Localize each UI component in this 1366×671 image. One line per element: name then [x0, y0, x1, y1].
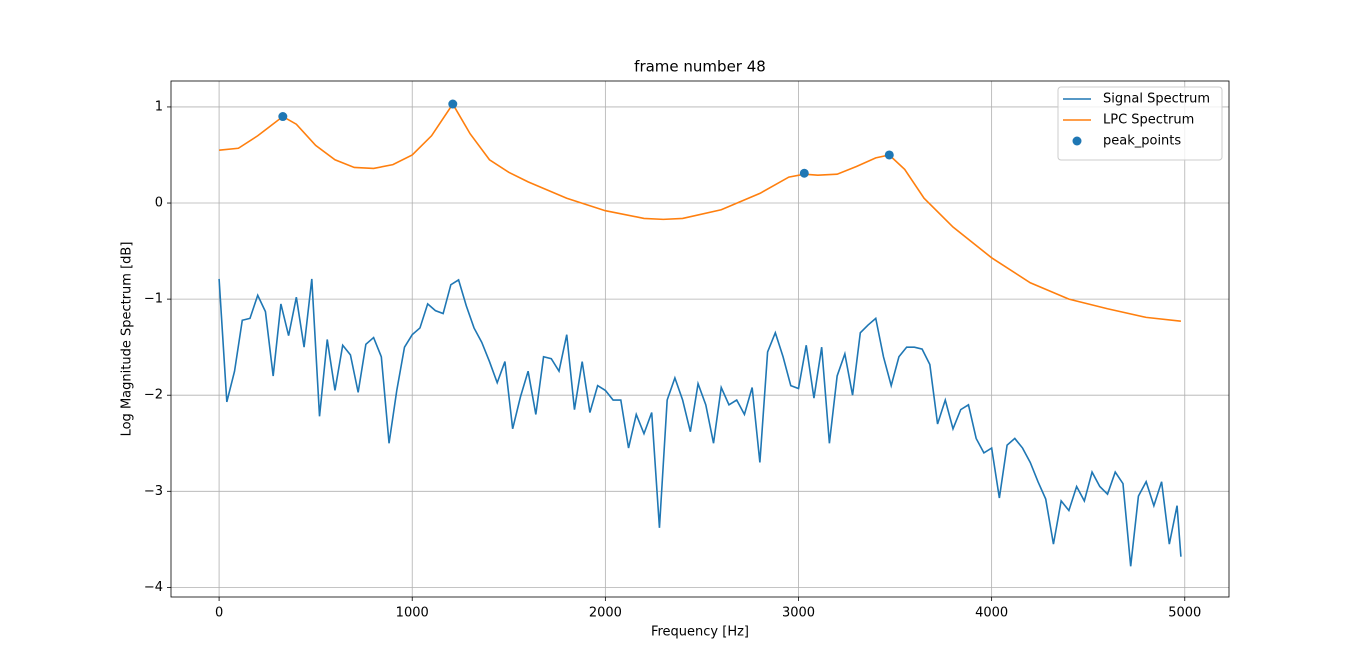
x-tick-label: 1000 — [396, 606, 429, 621]
chart-title: frame number 48 — [634, 58, 766, 76]
peak-point — [799, 168, 809, 178]
series-line — [219, 102, 1181, 323]
legend-label: peak_points — [1103, 134, 1181, 149]
peak-point — [884, 150, 894, 160]
legend-box — [1057, 86, 1223, 161]
y-tick-label: 1 — [155, 99, 163, 114]
y-tick-label: −1 — [144, 292, 163, 307]
x-axis-label: Frequency [Hz] — [651, 625, 749, 640]
y-tick-label: −4 — [144, 580, 163, 595]
peak-point — [448, 99, 458, 109]
y-axis-label: Log Magnitude Spectrum [dB] — [120, 242, 135, 437]
plot-frame — [170, 80, 1230, 598]
x-tick-label: 2000 — [589, 606, 622, 621]
legend-label: Signal Spectrum — [1103, 92, 1210, 107]
y-tick-label: −2 — [144, 388, 163, 403]
x-tick-label: 0 — [215, 606, 223, 621]
y-tick-label: −3 — [144, 484, 163, 499]
legend-marker — [1072, 136, 1082, 146]
x-tick-label: 3000 — [782, 606, 815, 621]
x-tick-label: 4000 — [975, 606, 1008, 621]
x-tick-label: 5000 — [1168, 606, 1201, 621]
peak-point — [278, 112, 288, 122]
series-line — [218, 278, 1182, 567]
legend-label: LPC Spectrum — [1103, 113, 1194, 128]
y-tick-label: 0 — [155, 196, 163, 211]
